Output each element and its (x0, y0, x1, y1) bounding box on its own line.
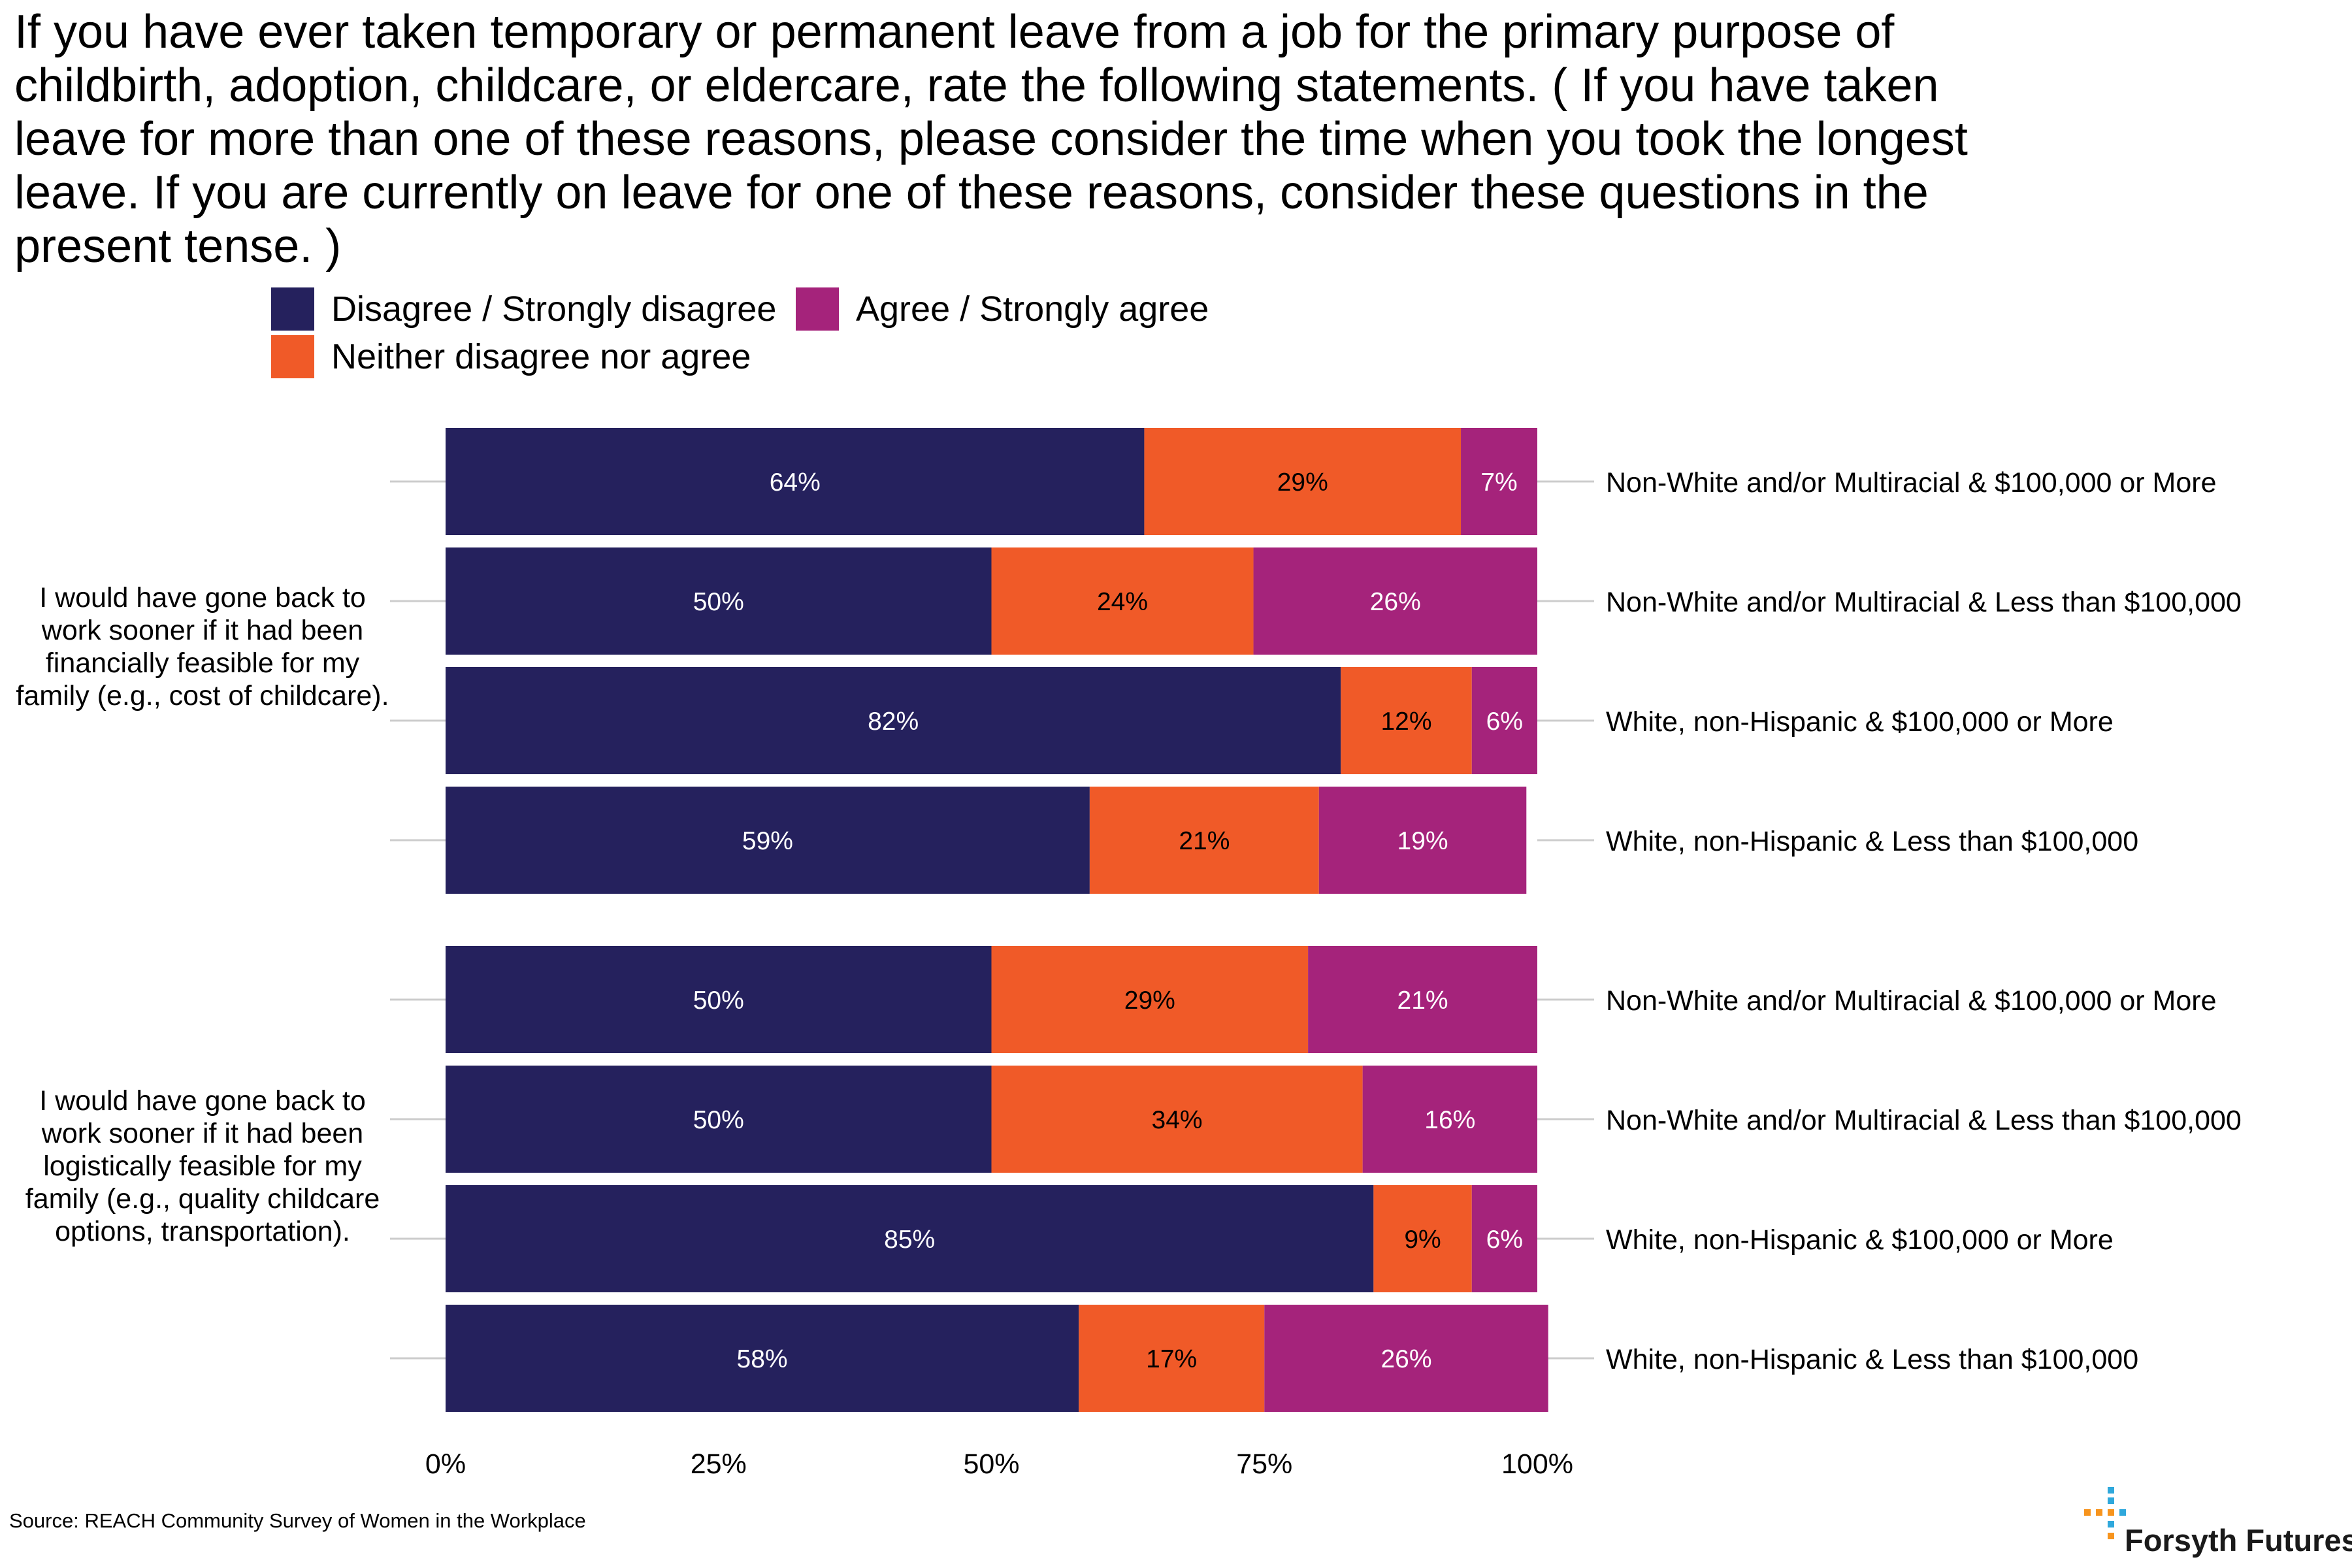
data-label-agree: 26% (1380, 1345, 1431, 1373)
category-label-white-non-hispanic-less-than-100-000: White, non-Hispanic & Less than $100,000 (1606, 826, 2138, 857)
bar-segment-agree (1318, 787, 1527, 894)
category-label-white-non-hispanic-100-000-or-more: White, non-Hispanic & $100,000 or More (1606, 1224, 2114, 1256)
bar-segment-neither (991, 1066, 1363, 1173)
category-label-white-non-hispanic-100-000-or-more: White, non-Hispanic & $100,000 or More (1606, 706, 2114, 738)
bar-segment-agree (1471, 667, 1537, 774)
bar-segment-agree (1471, 1185, 1537, 1292)
bar-segment-agree (1461, 428, 1537, 535)
category-label-non-white-and-or-multiracial-less-than-100-000: Non-White and/or Multiracial & Less than… (1606, 587, 2242, 618)
data-label-agree: 16% (1424, 1106, 1475, 1134)
data-label-disagree: 59% (742, 827, 793, 855)
data-label-neither: 21% (1179, 827, 1230, 855)
bar-segment-neither (1144, 428, 1462, 535)
data-label-disagree: 58% (737, 1345, 788, 1373)
bar-segment-agree (1308, 946, 1537, 1053)
data-label-agree: 6% (1486, 1226, 1523, 1254)
bar-segment-disagree (446, 547, 992, 655)
x-tick-label: 75% (1236, 1448, 1292, 1480)
bar-segment-neither (991, 547, 1254, 655)
data-label-neither: 9% (1404, 1226, 1441, 1254)
bar-segment-neither (1341, 667, 1472, 774)
question-label-logistical: I would have gone back to work sooner if… (25, 1085, 380, 1247)
bar-segment-neither (1373, 1185, 1472, 1292)
data-label-neither: 12% (1380, 708, 1431, 736)
bar-segment-agree (1264, 1305, 1548, 1412)
data-label-disagree: 85% (884, 1226, 935, 1254)
bar-segment-agree (1253, 547, 1537, 655)
data-label-agree: 26% (1370, 588, 1421, 616)
data-label-agree: 6% (1486, 708, 1523, 736)
chart-title: If you have ever taken temporary or perm… (14, 6, 1968, 272)
x-tick-label: 25% (691, 1448, 747, 1480)
bar-segment-disagree (446, 667, 1341, 774)
bar-segment-disagree (446, 1185, 1374, 1292)
data-label-agree: 19% (1397, 827, 1448, 855)
forsyth-futures-logo-icon (2084, 1487, 2126, 1539)
bar-segment-disagree (446, 428, 1145, 535)
data-label-disagree: 64% (770, 468, 821, 497)
x-tick-label: 100% (1501, 1448, 1573, 1480)
x-tick-label: 0% (425, 1448, 466, 1480)
data-label-disagree: 82% (868, 708, 919, 736)
data-label-neither: 17% (1146, 1345, 1197, 1373)
category-label-non-white-and-or-multiracial-100-000-or-more: Non-White and/or Multiracial & $100,000 … (1606, 467, 2217, 498)
bar-segment-disagree (446, 787, 1090, 894)
bar-segment-disagree (446, 1066, 992, 1173)
bar-segment-agree (1362, 1066, 1537, 1173)
bar-segment-neither (1089, 787, 1319, 894)
bar-segment-neither (991, 946, 1309, 1053)
data-label-neither: 34% (1152, 1106, 1203, 1134)
logo-text: Forsyth Futures (2125, 1523, 2352, 1558)
data-label-neither: 29% (1277, 468, 1328, 497)
data-label-disagree: 50% (693, 588, 744, 616)
data-label-disagree: 50% (693, 987, 744, 1015)
data-label-neither: 29% (1124, 987, 1175, 1015)
question-label-financial: I would have gone back to work sooner if… (16, 582, 389, 711)
source-note: Source: REACH Community Survey of Women … (9, 1509, 586, 1532)
data-label-agree: 7% (1480, 468, 1517, 497)
bar-segment-neither (1079, 1305, 1265, 1412)
data-label-disagree: 50% (693, 1106, 744, 1134)
bar-segment-disagree (446, 1305, 1079, 1412)
data-label-agree: 21% (1397, 987, 1448, 1015)
data-label-neither: 24% (1097, 588, 1148, 616)
category-label-white-non-hispanic-less-than-100-000: White, non-Hispanic & Less than $100,000 (1606, 1344, 2138, 1375)
x-tick-label: 50% (963, 1448, 1019, 1480)
category-label-non-white-and-or-multiracial-less-than-100-000: Non-White and/or Multiracial & Less than… (1606, 1105, 2242, 1136)
category-label-non-white-and-or-multiracial-100-000-or-more: Non-White and/or Multiracial & $100,000 … (1606, 985, 2217, 1017)
bar-segment-disagree (446, 946, 992, 1053)
